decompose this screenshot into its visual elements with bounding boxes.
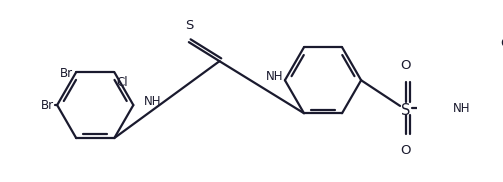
Text: S: S <box>401 103 410 118</box>
Text: S: S <box>185 19 193 32</box>
Text: Br: Br <box>41 99 54 112</box>
Text: NH: NH <box>266 70 283 83</box>
Text: O: O <box>400 144 411 157</box>
Text: NH: NH <box>143 95 161 108</box>
Text: O: O <box>400 59 411 72</box>
Text: Cl: Cl <box>116 76 128 89</box>
Text: NH: NH <box>453 102 471 115</box>
Text: O: O <box>500 37 503 50</box>
Text: Br: Br <box>60 67 73 80</box>
